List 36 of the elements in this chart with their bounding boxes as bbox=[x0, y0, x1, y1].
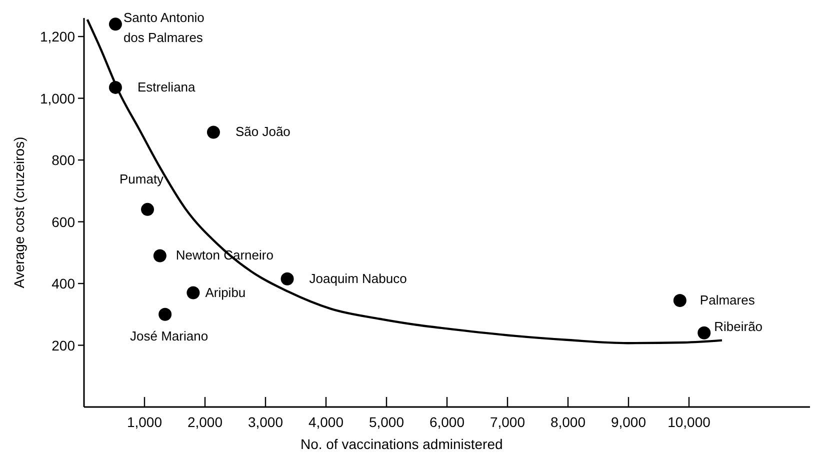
x-tick-label: 8,000 bbox=[550, 414, 586, 430]
x-tick-label: 2,000 bbox=[187, 414, 223, 430]
point bbox=[186, 286, 200, 300]
x-tick-label: 4,000 bbox=[308, 414, 344, 430]
y-tick-label: 200 bbox=[52, 337, 76, 354]
y-axis-title: Average cost (cruzeiros) bbox=[11, 136, 27, 288]
y-tick-label: 1,000 bbox=[40, 90, 76, 106]
x-tick-label: 1,000 bbox=[126, 414, 162, 430]
point bbox=[673, 294, 686, 307]
annotation: Pumaty bbox=[119, 171, 164, 186]
annotation: São João bbox=[235, 124, 290, 140]
point bbox=[158, 308, 172, 321]
x-tick-label: 10,000 bbox=[668, 414, 711, 430]
x-tick-label: 3,000 bbox=[248, 414, 284, 430]
y-tick-label: 800 bbox=[52, 152, 76, 168]
x-tick-label: 5,000 bbox=[368, 414, 404, 430]
point bbox=[206, 126, 220, 139]
annotation: Estreliana bbox=[137, 79, 196, 94]
x-tick-label: 6,000 bbox=[429, 414, 465, 430]
point bbox=[141, 202, 154, 216]
point bbox=[698, 326, 711, 340]
annotation: Ribeirão bbox=[714, 318, 763, 334]
x-tick-label: 7,000 bbox=[490, 414, 526, 430]
annotation: José Mariano bbox=[130, 328, 208, 344]
y-tick-label: 400 bbox=[52, 276, 76, 292]
x-tick-label: 9,000 bbox=[610, 414, 646, 430]
annotation: Aripibu bbox=[205, 284, 246, 300]
x-axis-title: No. of vaccinations administered bbox=[300, 436, 503, 452]
annotation: Santo Antonio dos Palmares bbox=[123, 10, 204, 46]
annotation: Joaquim Nabuco bbox=[309, 270, 407, 286]
annotation: Palmares bbox=[700, 292, 756, 308]
y-tick-label: 1,200 bbox=[40, 28, 76, 45]
point bbox=[280, 272, 294, 286]
point bbox=[153, 249, 166, 262]
point bbox=[108, 18, 122, 31]
y-tick-label: 600 bbox=[52, 214, 76, 230]
